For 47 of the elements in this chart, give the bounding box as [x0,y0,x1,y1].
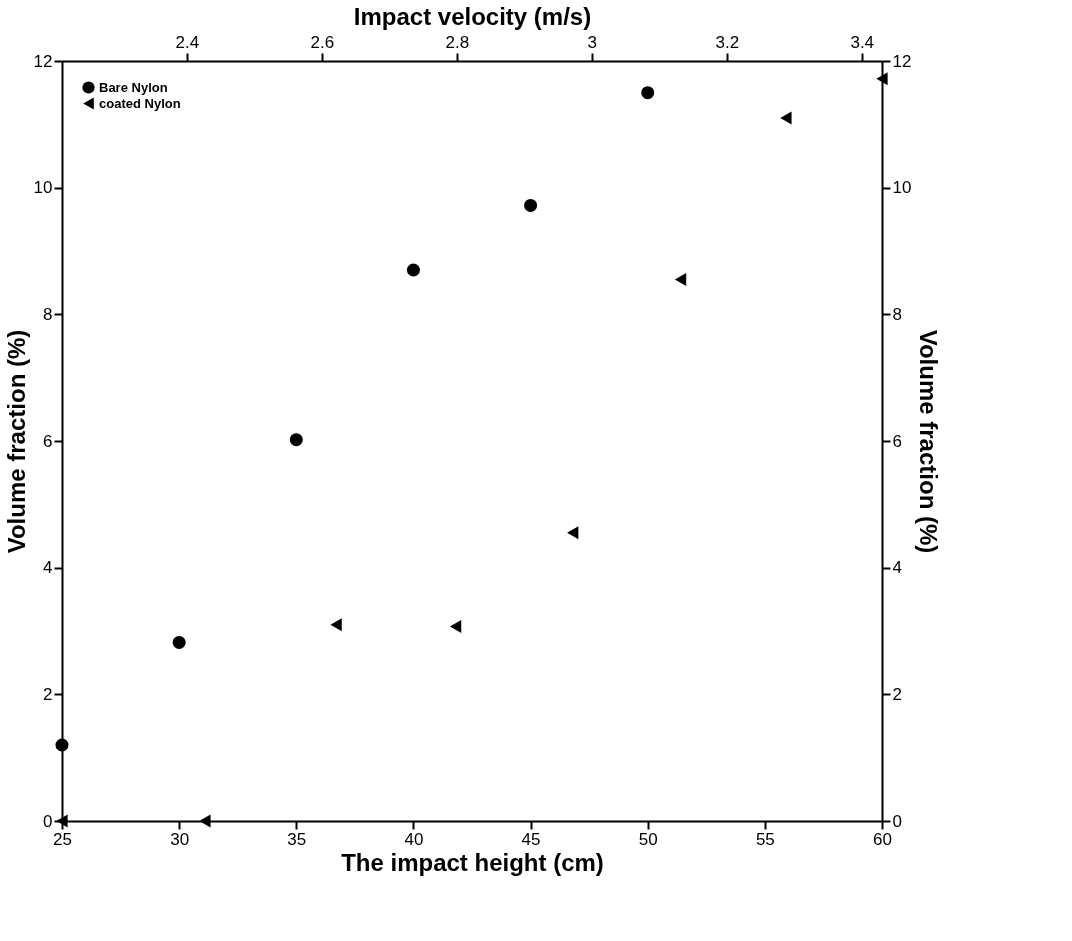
point [524,198,538,212]
x2-tick-label: 3.2 [715,32,740,52]
y-tick-label: 12 [33,51,53,71]
x2-axis-title: Impact velocity (m/s) [353,2,592,30]
point [199,814,211,828]
x2-tick-label: 3.4 [850,32,875,52]
y2-tick-label: 6 [892,431,902,451]
point [330,618,342,632]
x-tick-label: 55 [755,829,775,849]
point [172,635,186,649]
point [674,272,687,287]
x2-tick-label: 3 [587,32,598,52]
x-tick-label: 45 [521,829,541,849]
x-tick-label: 30 [170,829,190,849]
y-tick-label: 6 [43,431,53,451]
point [449,620,462,634]
y2-tick-label: 12 [892,51,912,71]
y-tick-label: 10 [33,178,53,198]
y-axis-title: Volume fraction (%) [2,329,30,554]
y2-tick-label: 0 [892,811,902,831]
y2-tick-label: 2 [892,684,902,704]
x2-tick-label: 2.6 [310,32,335,52]
x-tick-label: 50 [638,829,658,849]
x2-tick-label: 2.8 [445,32,470,52]
x-tick-label: 40 [404,829,424,849]
x-tick-label: 35 [287,829,307,849]
point [289,433,303,447]
y-tick-label: 8 [43,304,53,324]
point [641,86,655,100]
point [780,111,792,125]
point [406,263,420,277]
x2-tick-label: 2.4 [175,32,200,52]
x-tick-label: 25 [53,829,72,849]
x-axis-title: The impact height (cm) [341,848,604,876]
y2-tick-label: 8 [892,304,902,324]
point [567,526,579,540]
legend-label: Bare Nylon [99,79,168,95]
y-tick-label: 0 [43,811,53,831]
y2-axis-title: Volume fraction (%) [915,329,943,554]
y2-tick-label: 10 [892,178,912,198]
point [876,72,888,86]
legend-label: coated Nylon [99,95,181,111]
x-tick-label: 60 [873,829,892,849]
point [55,738,69,752]
y-tick-label: 4 [43,558,53,578]
y-tick-label: 2 [43,684,53,704]
y2-tick-label: 4 [892,558,902,578]
